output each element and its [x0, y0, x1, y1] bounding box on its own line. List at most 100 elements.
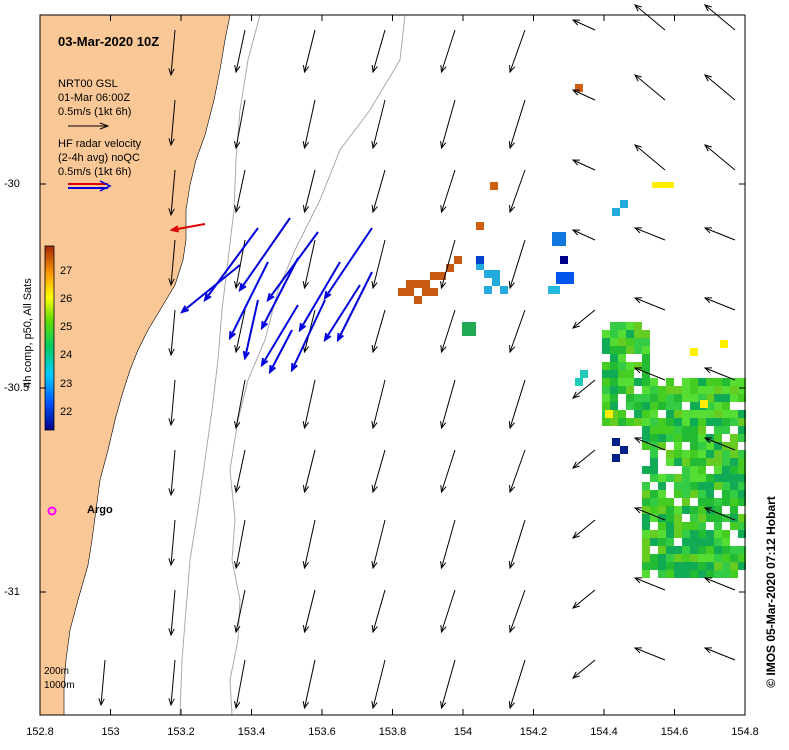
sst-pixel — [626, 322, 634, 330]
sst-pixel — [706, 458, 714, 466]
sst-pixel — [674, 394, 682, 402]
sst-pixel — [658, 546, 666, 554]
sst-pixel — [722, 386, 730, 394]
sst-pixel — [714, 466, 722, 474]
sst-pixel — [682, 570, 690, 578]
sst-pixel — [666, 546, 674, 554]
sst-pixel — [682, 386, 690, 394]
sst-pixel — [722, 530, 730, 538]
sst-pixel — [682, 562, 690, 570]
sst-pixel — [476, 256, 484, 264]
sst-pixel — [698, 530, 706, 538]
sst-pixel — [666, 378, 674, 386]
sst-pixel — [634, 402, 642, 410]
hf-legend-line3: 0.5m/s (1kt 6h) — [58, 166, 131, 178]
sst-pixel — [730, 506, 738, 514]
sst-pixel — [610, 418, 618, 426]
sst-pixel — [682, 490, 690, 498]
sst-pixel — [674, 442, 682, 450]
sst-pixel — [602, 338, 610, 346]
sst-pixel — [642, 418, 650, 426]
sst-pixel — [714, 498, 722, 506]
sst-pixel — [690, 434, 698, 442]
sst-pixel — [714, 378, 722, 386]
sst-pixel — [714, 458, 722, 466]
sst-pixel — [690, 442, 698, 450]
sst-pixel — [658, 426, 666, 434]
sst-pixel — [682, 546, 690, 554]
sst-pixel — [698, 458, 706, 466]
sst-pixel — [658, 570, 666, 578]
sst-pixel — [666, 386, 674, 394]
sst-pixel — [722, 538, 730, 546]
colorbar-tick-label: 22 — [60, 406, 72, 418]
x-tick-label: 152.8 — [26, 726, 54, 738]
sst-pixel — [634, 322, 642, 330]
sst-pixel — [706, 418, 714, 426]
sst-pixel — [626, 378, 634, 386]
sst-pixel — [642, 386, 650, 394]
sst-pixel — [666, 458, 674, 466]
sst-pixel — [642, 538, 650, 546]
sst-pixel — [698, 450, 706, 458]
sst-pixel — [658, 418, 666, 426]
sst-pixel — [706, 482, 714, 490]
sst-pixel — [714, 450, 722, 458]
sst-pixel — [730, 410, 738, 418]
sst-pixel — [730, 570, 738, 578]
sst-pixel — [682, 458, 690, 466]
sst-pixel — [658, 554, 666, 562]
sst-pixel — [650, 386, 658, 394]
sst-pixel — [626, 370, 634, 378]
sst-pixel — [690, 538, 698, 546]
sst-pixel — [612, 454, 620, 462]
sst-pixel — [698, 554, 706, 562]
sst-pixel — [422, 280, 430, 288]
sst-pixel — [722, 490, 730, 498]
sst-pixel — [682, 498, 690, 506]
sst-pixel — [406, 288, 414, 296]
sst-pixel — [690, 530, 698, 538]
sst-pixel — [642, 490, 650, 498]
sst-pixel — [722, 498, 730, 506]
sst-pixel — [698, 562, 706, 570]
sst-pixel — [690, 482, 698, 490]
sst-pixel — [605, 410, 613, 418]
sst-pixel — [626, 362, 634, 370]
sst-pixel — [642, 546, 650, 554]
sst-pixel — [650, 506, 658, 514]
sst-pixel — [690, 546, 698, 554]
sst-pixel — [634, 418, 642, 426]
sst-pixel — [618, 338, 626, 346]
sst-pixel — [490, 182, 498, 190]
sst-pixel — [682, 538, 690, 546]
sst-pixel — [682, 418, 690, 426]
sst-pixel — [698, 570, 706, 578]
sst-pixel — [714, 538, 722, 546]
colorbar-tick-label: 24 — [60, 349, 72, 361]
sst-pixel — [650, 490, 658, 498]
sst-pixel — [620, 200, 628, 208]
sst-pixel — [674, 418, 682, 426]
sst-pixel — [634, 394, 642, 402]
argo-label: Argo — [87, 504, 113, 516]
sst-pixel — [730, 522, 738, 530]
sst-pixel — [658, 530, 666, 538]
sst-pixel — [626, 346, 634, 354]
sst-pixel — [690, 426, 698, 434]
sst-pixel — [714, 434, 722, 442]
sst-pixel — [666, 554, 674, 562]
sst-pixel — [700, 400, 708, 408]
colorbar-tick-label: 23 — [60, 378, 72, 390]
sst-pixel — [556, 272, 574, 284]
sst-pixel — [722, 418, 730, 426]
sst-pixel — [706, 498, 714, 506]
sst-pixel — [722, 554, 730, 562]
sst-pixel — [722, 474, 730, 482]
sst-pixel — [650, 394, 658, 402]
credit-label: © IMOS 05-Mar-2020 07:12 Hobart — [764, 496, 778, 688]
sst-pixel — [658, 506, 666, 514]
sst-pixel — [690, 378, 698, 386]
sst-pixel — [720, 340, 728, 348]
y-tick-label: -30.5 — [4, 382, 29, 394]
